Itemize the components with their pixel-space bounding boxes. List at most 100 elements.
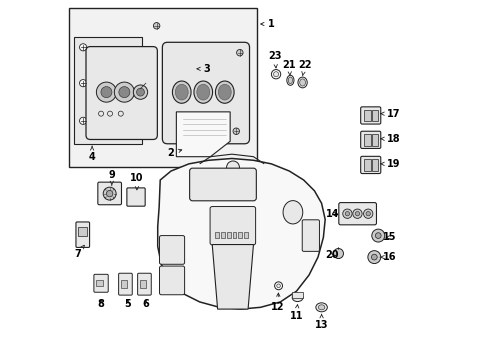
Circle shape (99, 111, 103, 116)
Bar (371, 110, 377, 121)
Text: 3: 3 (197, 64, 210, 74)
Text: 20: 20 (325, 250, 338, 260)
Bar (371, 159, 377, 171)
Text: 16: 16 (380, 252, 396, 262)
Circle shape (233, 128, 239, 134)
Bar (363, 134, 370, 145)
Circle shape (371, 229, 384, 242)
Ellipse shape (286, 75, 293, 85)
Circle shape (236, 49, 243, 56)
Text: 19: 19 (380, 159, 399, 169)
Circle shape (367, 251, 380, 264)
FancyBboxPatch shape (189, 168, 256, 201)
FancyBboxPatch shape (360, 131, 380, 148)
FancyBboxPatch shape (159, 266, 184, 295)
Text: 4: 4 (88, 146, 95, 162)
Circle shape (345, 212, 349, 216)
Circle shape (355, 212, 359, 216)
FancyBboxPatch shape (76, 222, 89, 247)
Text: 8: 8 (98, 299, 104, 309)
Ellipse shape (315, 303, 326, 312)
Text: 21: 21 (282, 60, 295, 76)
Ellipse shape (292, 294, 303, 302)
Circle shape (363, 209, 372, 219)
Bar (244, 232, 247, 238)
Text: 7: 7 (74, 245, 84, 258)
Circle shape (80, 80, 86, 87)
Circle shape (136, 88, 144, 96)
Circle shape (133, 85, 147, 99)
FancyBboxPatch shape (302, 220, 319, 251)
Circle shape (101, 87, 112, 98)
FancyBboxPatch shape (137, 273, 151, 295)
Bar (226, 232, 230, 238)
FancyBboxPatch shape (119, 273, 132, 295)
Text: 17: 17 (380, 109, 399, 119)
Ellipse shape (172, 81, 191, 103)
Bar (363, 159, 370, 171)
Bar (238, 232, 242, 238)
Polygon shape (212, 244, 253, 309)
Bar (69, 8, 257, 167)
Ellipse shape (175, 84, 188, 100)
Polygon shape (176, 112, 230, 157)
Circle shape (119, 87, 130, 98)
Circle shape (375, 233, 380, 238)
Ellipse shape (196, 84, 209, 100)
FancyBboxPatch shape (338, 203, 376, 225)
FancyBboxPatch shape (162, 42, 249, 144)
Text: 9: 9 (108, 170, 115, 185)
Text: 14: 14 (325, 209, 338, 219)
Ellipse shape (215, 81, 234, 103)
Bar (121, 280, 127, 288)
Bar (232, 232, 236, 238)
Circle shape (366, 212, 369, 216)
Ellipse shape (283, 201, 302, 224)
Circle shape (114, 82, 134, 102)
Circle shape (273, 72, 278, 77)
Circle shape (80, 117, 86, 125)
Ellipse shape (318, 305, 324, 310)
Text: 6: 6 (142, 299, 149, 309)
Circle shape (153, 23, 160, 29)
Text: 13: 13 (314, 314, 327, 330)
Ellipse shape (299, 79, 305, 86)
FancyBboxPatch shape (360, 156, 380, 174)
Bar (363, 110, 370, 121)
Polygon shape (158, 158, 325, 309)
Text: 2: 2 (167, 148, 182, 158)
Circle shape (333, 248, 343, 258)
Bar (140, 280, 146, 288)
Ellipse shape (297, 77, 306, 88)
Text: 11: 11 (289, 305, 303, 321)
Circle shape (371, 254, 376, 260)
Circle shape (103, 187, 116, 200)
Text: 22: 22 (297, 60, 311, 76)
Ellipse shape (218, 84, 231, 100)
FancyBboxPatch shape (98, 182, 121, 205)
Text: 1: 1 (260, 19, 274, 29)
Circle shape (274, 282, 282, 290)
Bar (292, 292, 303, 298)
Circle shape (118, 111, 123, 116)
FancyBboxPatch shape (210, 207, 255, 245)
Bar (78, 226, 87, 235)
Circle shape (80, 44, 86, 51)
Bar (371, 134, 377, 145)
Ellipse shape (194, 81, 212, 103)
Bar (96, 280, 102, 286)
Text: 15: 15 (382, 232, 396, 242)
Text: 23: 23 (268, 51, 281, 68)
Circle shape (352, 209, 362, 219)
Text: 10: 10 (130, 173, 143, 190)
Bar (215, 232, 219, 238)
Text: 5: 5 (124, 299, 131, 309)
Bar (74, 37, 142, 144)
Ellipse shape (287, 77, 292, 84)
Circle shape (107, 111, 112, 116)
Circle shape (226, 161, 239, 174)
FancyBboxPatch shape (126, 188, 145, 206)
FancyBboxPatch shape (159, 235, 184, 264)
Text: 12: 12 (270, 293, 284, 312)
Circle shape (342, 209, 351, 219)
